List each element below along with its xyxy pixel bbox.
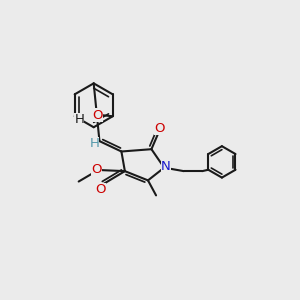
Text: N: N [161, 160, 171, 173]
Text: O: O [95, 183, 106, 196]
Text: H: H [74, 113, 84, 126]
Text: O: O [154, 122, 165, 135]
Text: O: O [92, 109, 103, 122]
Text: O: O [91, 163, 102, 176]
Text: H: H [89, 137, 99, 150]
